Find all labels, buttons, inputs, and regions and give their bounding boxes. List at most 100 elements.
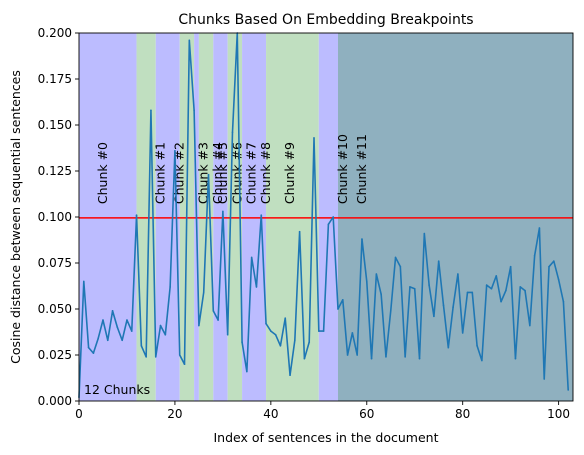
data-point [97, 337, 99, 340]
data-point [567, 389, 570, 391]
data-point [557, 278, 560, 281]
data-point [87, 346, 90, 349]
data-point [270, 330, 272, 332]
data-point [289, 374, 291, 377]
data-point [509, 265, 512, 268]
data-point [207, 173, 210, 176]
y-axis-label: Cosine distance between sequential sente… [8, 70, 23, 364]
data-point [159, 324, 162, 327]
data-point [490, 287, 493, 290]
data-point [102, 319, 104, 321]
data-point [130, 330, 133, 332]
data-point [164, 333, 167, 336]
data-point [145, 356, 147, 358]
data-point [193, 109, 195, 112]
data-point [178, 354, 181, 356]
data-point [533, 254, 536, 257]
data-point [365, 280, 368, 283]
chunk-label-9: Chunk #9 [282, 142, 297, 204]
y-tick-label: 0.125 [38, 164, 72, 178]
data-point [505, 289, 507, 292]
data-point [562, 300, 565, 303]
chunk-band-2 [155, 33, 180, 401]
chunk-label-1: Chunk #1 [153, 142, 168, 204]
y-tick-label: 0.025 [38, 348, 72, 362]
data-point [428, 284, 430, 286]
data-point [457, 273, 459, 275]
data-point [308, 341, 311, 343]
data-point [188, 39, 191, 42]
data-point [284, 317, 287, 320]
y-tick-label: 0.175 [38, 72, 72, 86]
data-point [174, 149, 176, 152]
data-point [375, 273, 378, 275]
chart-title: Chunks Based On Embedding Breakpoints [178, 12, 473, 28]
data-point [116, 326, 119, 329]
data-point [294, 339, 296, 342]
x-axis: 0 20 40 60 80 100 [75, 401, 570, 421]
chunk-label-5: Chunk #5 [215, 142, 230, 204]
data-point [553, 260, 555, 262]
x-tick-label: 20 [167, 407, 182, 421]
data-point [140, 345, 143, 347]
data-point [202, 291, 205, 294]
data-point [217, 319, 219, 321]
data-point [413, 287, 416, 290]
data-point [452, 306, 454, 308]
chunk-label-0: Chunk #0 [95, 142, 110, 204]
data-point [135, 214, 138, 216]
data-point [279, 345, 282, 347]
chunk-band-9 [266, 33, 319, 401]
data-point [394, 256, 397, 259]
data-point [361, 238, 363, 240]
data-point [198, 324, 200, 327]
data-point [126, 319, 128, 321]
data-series [78, 32, 573, 399]
data-point [92, 352, 95, 354]
chunk-label-8: Chunk #8 [258, 142, 273, 204]
chunk-band-0 [79, 33, 137, 401]
data-point [241, 341, 243, 343]
y-tick-label: 0.100 [38, 210, 72, 224]
data-point [106, 339, 109, 342]
data-point [524, 289, 526, 292]
data-point [332, 216, 334, 218]
data-point [409, 286, 411, 288]
chunk-label-4: Chunk #4 [210, 142, 225, 204]
data-point [485, 284, 488, 286]
data-point [418, 357, 421, 360]
chunk-band-8 [242, 33, 267, 401]
data-point [538, 227, 541, 229]
data-point [274, 333, 277, 336]
chunk-label-10: Chunk #10 [335, 134, 350, 204]
data-point [298, 230, 301, 233]
chunk-band-11 [337, 33, 573, 401]
x-tick-label: 80 [455, 407, 470, 421]
data-point [471, 291, 474, 294]
data-point [313, 137, 315, 139]
y-tick-label: 0.150 [38, 118, 72, 132]
data-point [82, 280, 85, 283]
chunk-labels: Chunk #0 Chunk #1 Chunk #2 Chunk #3 Chunk #4… [95, 134, 369, 204]
data-point [437, 260, 440, 262]
data-point [380, 293, 382, 296]
data-point [111, 310, 114, 312]
x-tick-label: 60 [359, 407, 374, 421]
data-point [260, 214, 263, 216]
data-point [121, 339, 123, 342]
data-point [327, 223, 330, 226]
data-point [250, 256, 253, 259]
data-point [222, 210, 224, 213]
data-point [543, 378, 546, 380]
data-point [466, 291, 469, 294]
chunk-count-label: 12 Chunks [84, 382, 150, 397]
data-point [500, 300, 502, 303]
data-point [303, 357, 306, 360]
data-point [447, 346, 450, 349]
data-point [255, 286, 258, 288]
data-point [481, 359, 483, 362]
y-axis: 0.000 0.025 0.050 0.075 0.100 0.125 0.150 0.175… [38, 26, 79, 408]
data-point [322, 330, 325, 332]
data-point [265, 322, 267, 325]
